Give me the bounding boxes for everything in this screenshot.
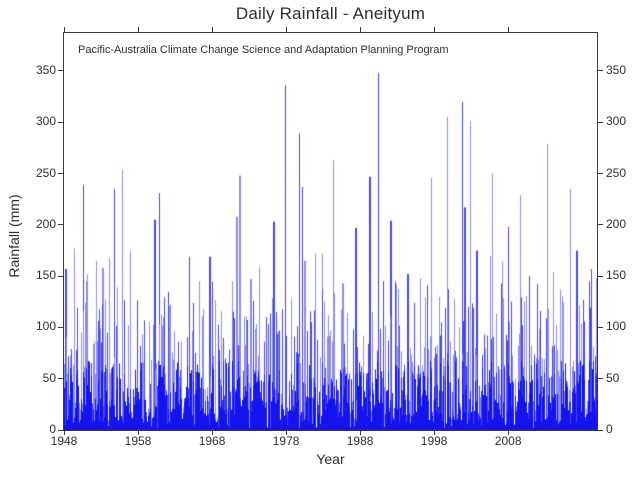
rainfall-series-canvas: [64, 33, 597, 430]
x-tick-label: 1998: [420, 434, 448, 448]
y-tick-left: [58, 121, 63, 123]
x-tick-bottom: [433, 430, 435, 435]
y-tick-label-right: 250: [606, 165, 627, 180]
y-tick-right: [598, 326, 603, 328]
x-axis-label: Year: [316, 451, 345, 467]
y-tick-left: [58, 378, 63, 380]
y-tick-right: [598, 275, 603, 277]
plot-area-border: [63, 32, 598, 431]
x-tick-top: [63, 27, 65, 32]
y-tick-left: [58, 70, 63, 72]
y-tick-label-right: 350: [606, 62, 627, 77]
y-tick-label-right: 150: [606, 268, 627, 283]
x-tick-label: 2008: [494, 434, 522, 448]
y-tick-left: [58, 275, 63, 277]
y-tick-right: [598, 429, 603, 431]
y-tick-label-left: 50: [42, 370, 56, 385]
x-tick-label: 1988: [346, 434, 374, 448]
x-tick-bottom: [211, 430, 213, 435]
x-tick-label: 1978: [272, 434, 300, 448]
y-tick-label-left: 200: [35, 216, 56, 231]
x-tick-label: 1968: [198, 434, 226, 448]
y-tick-left: [58, 224, 63, 226]
x-tick-bottom: [285, 430, 287, 435]
x-tick-bottom: [63, 430, 65, 435]
x-tick-bottom: [137, 430, 139, 435]
x-tick-bottom: [507, 430, 509, 435]
y-tick-left: [58, 173, 63, 175]
y-tick-label-left: 350: [35, 62, 56, 77]
y-tick-right: [598, 224, 603, 226]
y-tick-label-left: 250: [35, 165, 56, 180]
y-tick-label-left: 100: [35, 319, 56, 334]
x-tick-label: 1958: [124, 434, 152, 448]
chart-title: Daily Rainfall - Aneityum: [235, 4, 426, 23]
x-tick-top: [137, 27, 139, 32]
y-tick-label-left: 0: [49, 422, 56, 436]
y-tick-left: [58, 326, 63, 328]
x-tick-label: 1948: [50, 434, 78, 448]
y-tick-right: [598, 121, 603, 123]
x-tick-top: [433, 27, 435, 32]
y-tick-left: [58, 429, 63, 431]
x-tick-top: [211, 27, 213, 32]
y-tick-label-right: 200: [606, 216, 627, 231]
y-tick-right: [598, 378, 603, 380]
y-tick-label-left: 150: [35, 268, 56, 283]
y-tick-label-left: 300: [35, 114, 56, 129]
x-tick-top: [285, 27, 287, 32]
x-tick-top: [359, 27, 361, 32]
y-tick-right: [598, 173, 603, 175]
y-tick-label-right: 0: [606, 422, 613, 436]
chart-subtitle: Pacific-Australia Climate Change Science…: [78, 44, 449, 56]
x-tick-bottom: [359, 430, 361, 435]
x-tick-top: [507, 27, 509, 32]
y-tick-label-right: 300: [606, 114, 627, 129]
y-tick-label-right: 100: [606, 319, 627, 334]
y-tick-label-right: 50: [606, 370, 620, 385]
y-tick-right: [598, 70, 603, 72]
